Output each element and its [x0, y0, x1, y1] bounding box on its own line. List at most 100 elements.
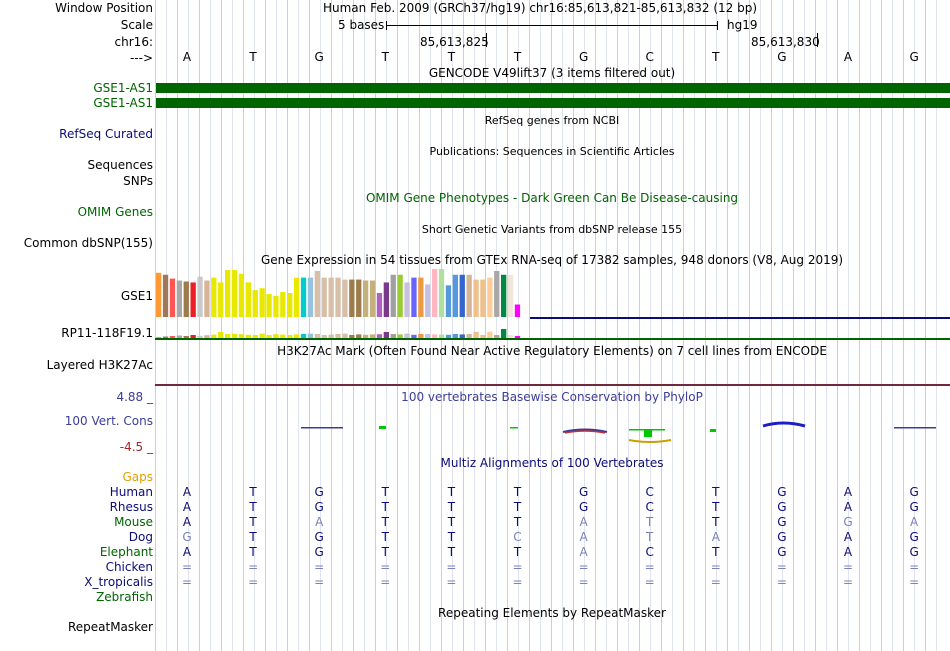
gtex-tissue-bar[interactable] — [363, 280, 369, 317]
gtex-tissue-bar[interactable] — [445, 285, 452, 317]
rp11-tissue-bar[interactable] — [335, 334, 341, 338]
gtex-tissue-bar[interactable] — [425, 284, 431, 317]
multiz-species-label[interactable]: Human — [109, 485, 153, 499]
gtex-tissue-bar[interactable] — [411, 277, 417, 317]
gtex-tissue-bar[interactable] — [473, 279, 479, 317]
gtex-tissue-bar[interactable] — [252, 290, 258, 317]
gtex-tissue-bar[interactable] — [507, 274, 514, 317]
gtex-tissue-bar[interactable] — [218, 282, 224, 317]
gtex-tissue-bar[interactable] — [501, 274, 507, 317]
gtex-tissue-bar[interactable] — [452, 274, 458, 317]
rp11-tissue-bar[interactable] — [390, 334, 396, 338]
gencode-gene-label-1[interactable]: GSE1-AS1 — [93, 81, 153, 95]
rp11-tissue-bar[interactable] — [183, 336, 189, 338]
gtex-tissue-bar[interactable] — [273, 295, 279, 317]
rp11-tissue-bar[interactable] — [197, 335, 203, 338]
rp11-tissue-bar[interactable] — [376, 334, 383, 338]
rp11-tissue-bar[interactable] — [397, 334, 403, 338]
gtex-tissue-bar[interactable] — [349, 279, 355, 317]
rp11-tissue-bar[interactable] — [266, 335, 272, 338]
rp11-tissue-bar[interactable] — [280, 334, 286, 338]
sequences-track-label[interactable]: Sequences — [87, 158, 153, 172]
rp11-tissue-bar[interactable] — [190, 335, 196, 338]
rp11-gene-label[interactable]: RP11-118F19.1 — [61, 326, 153, 340]
rp11-tissue-bar[interactable] — [466, 334, 472, 338]
gtex-tissue-bar[interactable] — [487, 277, 493, 317]
rp11-tissue-bar[interactable] — [452, 334, 458, 338]
rp11-tissue-bar[interactable] — [162, 336, 169, 339]
gtex-tissue-bar[interactable] — [294, 277, 300, 317]
gtex-tissue-bar[interactable] — [432, 269, 438, 317]
gtex-tissue-bar[interactable] — [494, 270, 500, 317]
gtex-tissue-bar[interactable] — [204, 280, 210, 317]
gencode-gene-label-2[interactable]: GSE1-AS1 — [93, 96, 153, 110]
multiz-species-label[interactable]: Dog — [128, 530, 153, 544]
rp11-tissue-bar[interactable] — [321, 335, 327, 338]
rp11-tissue-bar[interactable] — [501, 329, 507, 338]
rp11-tissue-bar[interactable] — [425, 334, 431, 338]
gtex-tissue-bar[interactable] — [162, 274, 169, 317]
rp11-tissue-bar[interactable] — [231, 333, 238, 338]
rp11-tissue-bar[interactable] — [314, 334, 320, 338]
rp11-tissue-bar[interactable] — [383, 332, 389, 338]
h3k27ac-track-label[interactable]: Layered H3K27Ac — [46, 358, 153, 372]
multiz-species-label[interactable]: Mouse — [114, 515, 153, 529]
rp11-tissue-bar[interactable] — [404, 333, 410, 338]
gtex-tissue-bar[interactable] — [418, 277, 424, 317]
rp11-tissue-bar[interactable] — [287, 335, 293, 338]
gtex-tissue-bar[interactable] — [466, 274, 472, 317]
gtex-tissue-bar[interactable] — [259, 288, 265, 317]
rp11-tissue-bar[interactable] — [432, 334, 438, 338]
rp11-tissue-bar[interactable] — [349, 335, 355, 338]
rp11-tissue-bar[interactable] — [418, 334, 424, 338]
gtex-tissue-bar[interactable] — [307, 277, 314, 317]
rp11-tissue-bar[interactable] — [487, 331, 493, 338]
rp11-tissue-bar[interactable] — [300, 334, 307, 338]
gencode-gene-bar-1[interactable] — [156, 83, 950, 93]
gtex-tissue-bar[interactable] — [404, 282, 410, 317]
rp11-tissue-bar[interactable] — [507, 335, 514, 338]
rp11-tissue-bar[interactable] — [252, 335, 258, 338]
gtex-tissue-bar[interactable] — [459, 274, 465, 317]
gtex-tissue-bar[interactable] — [321, 277, 327, 317]
gtex-tissue-bar[interactable] — [390, 274, 396, 317]
rp11-tissue-bar[interactable] — [356, 334, 362, 338]
phylop-track-label[interactable]: 100 Vert. Cons — [64, 414, 153, 428]
gtex-tissue-bar[interactable] — [169, 278, 176, 317]
gtex-tissue-bar[interactable] — [266, 293, 272, 317]
rp11-tissue-bar[interactable] — [156, 337, 162, 338]
gtex-tissue-bar[interactable] — [190, 282, 196, 317]
rp11-tissue-bar[interactable] — [225, 334, 231, 338]
gtex-tissue-bar[interactable] — [383, 282, 389, 317]
gtex-tissue-bar[interactable] — [287, 293, 293, 317]
refseq-track-label[interactable]: RefSeq Curated — [59, 127, 153, 141]
multiz-species-label[interactable]: Elephant — [99, 545, 153, 559]
rp11-tissue-bar[interactable] — [369, 334, 376, 338]
rp11-tissue-bar[interactable] — [342, 333, 348, 338]
rp11-tissue-bar[interactable] — [363, 334, 369, 338]
gtex-tissue-bar[interactable] — [183, 281, 189, 317]
gtex-tissue-bar[interactable] — [514, 304, 521, 317]
rp11-tissue-bar[interactable] — [245, 334, 251, 338]
rp11-tissue-bar[interactable] — [328, 334, 334, 338]
gtex-expression-chart[interactable] — [155, 266, 950, 342]
rp11-tissue-bar[interactable] — [169, 336, 176, 338]
rp11-tissue-bar[interactable] — [294, 334, 300, 338]
multiz-species-label[interactable]: Rhesus — [109, 500, 153, 514]
gtex-tissue-bar[interactable] — [211, 277, 217, 317]
rp11-tissue-bar[interactable] — [438, 334, 445, 338]
rp11-tissue-bar[interactable] — [211, 334, 217, 338]
rp11-tissue-bar[interactable] — [459, 334, 465, 338]
gtex-tissue-bar[interactable] — [376, 293, 383, 317]
gtex-tissue-bar[interactable] — [328, 277, 334, 317]
gtex-tissue-bar[interactable] — [238, 273, 245, 317]
gtex-tissue-bar[interactable] — [225, 269, 231, 317]
rp11-tissue-bar[interactable] — [480, 335, 486, 338]
rp11-tissue-bar[interactable] — [494, 335, 500, 338]
rp11-tissue-bar[interactable] — [204, 335, 210, 338]
dbsnp-track-label[interactable]: Common dbSNP(155) — [23, 236, 153, 250]
rp11-tissue-bar[interactable] — [259, 333, 265, 338]
gtex-tissue-bar[interactable] — [280, 292, 286, 317]
repeatmasker-track-label[interactable]: RepeatMasker — [67, 620, 153, 634]
gencode-gene-bar-2[interactable] — [156, 98, 950, 108]
